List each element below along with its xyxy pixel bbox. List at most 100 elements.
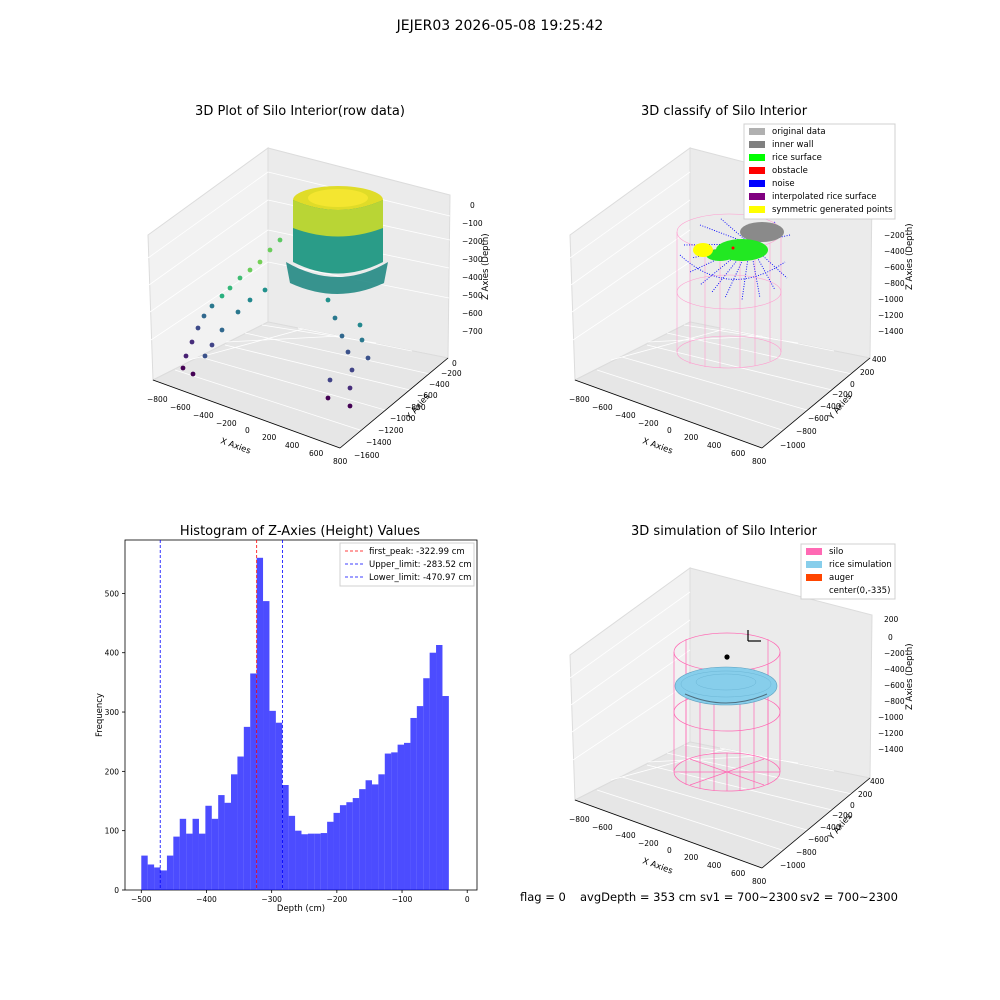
hist-bar: [339, 805, 347, 890]
legend-label: auger: [829, 573, 854, 583]
raw-xtick: 0: [245, 426, 250, 435]
classify-ztick: −1200: [878, 311, 904, 320]
hist-bar: [141, 855, 148, 890]
sim-xtick: −200: [638, 839, 659, 848]
raw-ytick: 0: [452, 359, 457, 368]
legend-swatch-interpolated: [749, 193, 765, 200]
hist-ytick-label: 100: [105, 827, 120, 836]
panel-title-classify: 3D classify of Silo Interior: [640, 104, 808, 119]
hist-bar: [346, 802, 353, 890]
classify-ytick: −400: [820, 402, 841, 411]
raw-ytick: −800: [405, 403, 426, 412]
sim-ztick: −1200: [878, 729, 904, 738]
sim-xtick: 400: [707, 861, 722, 870]
sim-ytick: 200: [858, 790, 873, 799]
hist-bar: [416, 706, 424, 890]
sim-ztick: −600: [884, 681, 905, 690]
classify-zlabel: Z Axies (Depth): [905, 223, 915, 290]
classify-ztick: −400: [884, 247, 905, 256]
raw-xtick: 400: [285, 441, 300, 450]
hist-bar: [320, 833, 328, 890]
hist-ytick-label: 200: [105, 767, 120, 776]
raw-ztick: −100: [462, 219, 483, 228]
raw-ztick: −700: [462, 327, 483, 336]
hist-bar: [160, 870, 167, 890]
hist-bar: [423, 678, 430, 890]
classify-xtick: −200: [638, 419, 659, 428]
classify-silo-wireframe: [676, 213, 782, 369]
hist-bar: [365, 780, 372, 890]
hist-ytick-label: 300: [105, 708, 120, 717]
hist-bar: [211, 818, 219, 890]
classify-ytick: −1000: [780, 441, 806, 450]
hist-ylabel: Frequency: [95, 693, 105, 737]
panel-title-simulation: 3D simulation of Silo Interior: [631, 524, 817, 539]
sim-ztick: −1000: [878, 713, 904, 722]
classify-axes: [574, 357, 871, 449]
sim-xtick: −600: [592, 823, 613, 832]
hist-bar: [359, 789, 366, 890]
status-sv1: sv1 = 700~2300: [700, 890, 798, 904]
classify-xtick: 800: [752, 457, 767, 466]
sim-ytick: −400: [820, 823, 841, 832]
sim-xtick: 0: [667, 846, 672, 855]
raw-xtick: −600: [170, 403, 191, 412]
sim-ztick: −400: [884, 665, 905, 674]
classify-ztick: −1400: [878, 327, 904, 336]
legend-swatch-inner-wall: [749, 141, 765, 148]
sim-ytick: 0: [850, 801, 855, 810]
classify-inner-wall-points: [740, 222, 784, 242]
hist-bar: [410, 717, 417, 890]
status-flag: flag = 0: [520, 890, 566, 904]
classify-symmetric-points: [693, 243, 713, 257]
sim-ztick: 200: [884, 615, 899, 624]
sim-legend: silo rice simulation auger center(0,-335…: [800, 543, 896, 600]
classify-xtick: 200: [684, 433, 699, 442]
hist-bars: [141, 557, 449, 890]
hist-bar: [282, 785, 289, 890]
hist-xlabel: Depth (cm): [277, 904, 325, 914]
hist-yticks: 0 100 200 300 400 500: [105, 589, 125, 895]
raw-ztick: −600: [462, 309, 483, 318]
hist-legend: first_peak: -322.99 cm Upper_limit: -283…: [339, 542, 475, 587]
hist-bar: [327, 821, 334, 890]
classify-ytick: 0: [850, 380, 855, 389]
hist-bar: [333, 812, 340, 890]
legend-label: inner wall: [772, 140, 813, 150]
legend-label: noise: [772, 179, 795, 189]
raw-xtick: 600: [309, 449, 324, 458]
hist-xtick-label: −400: [196, 895, 217, 904]
raw-ytick: −1600: [354, 451, 380, 460]
sim-ytick: −800: [796, 848, 817, 857]
raw-zlabel: Z Axies (Depth): [481, 233, 491, 300]
hist-bar: [166, 855, 174, 890]
hist-bar: [243, 726, 251, 890]
classify-ytick: −200: [832, 390, 853, 399]
raw-xtick: −800: [147, 395, 168, 404]
sim-xtick: −800: [569, 815, 590, 824]
classify-tick-labels: −800 −600 −400 −200 0 200 400 600 800 40…: [569, 231, 905, 466]
classify-ytick: 400: [872, 355, 887, 364]
sim-ytick: −200: [832, 811, 853, 820]
hist-ytick-label: 0: [114, 886, 119, 895]
classify-xtick: 0: [667, 426, 672, 435]
hist-bar: [307, 833, 315, 890]
raw-xtick: −200: [216, 419, 237, 428]
legend-swatch-rice-simulation: [806, 561, 822, 568]
hist-bar: [436, 645, 443, 890]
raw-scatter-tail: [180, 237, 371, 409]
legend-label: interpolated rice surface: [772, 192, 877, 202]
hist-bar: [314, 833, 321, 890]
sim-xlabel: X Axies: [641, 856, 674, 876]
classify-xtick: −400: [615, 411, 636, 420]
legend-swatch-noise: [749, 180, 765, 187]
legend-swatch-auger: [806, 574, 822, 581]
hist-bar: [154, 867, 161, 890]
raw-ztick: −400: [462, 273, 483, 282]
hist-bar: [384, 753, 392, 890]
hist-xtick-label: 0: [465, 895, 470, 904]
classify-ytick: −800: [796, 427, 817, 436]
classify-obstacle-points: [731, 246, 735, 250]
legend-label: symmetric generated points: [772, 205, 893, 215]
